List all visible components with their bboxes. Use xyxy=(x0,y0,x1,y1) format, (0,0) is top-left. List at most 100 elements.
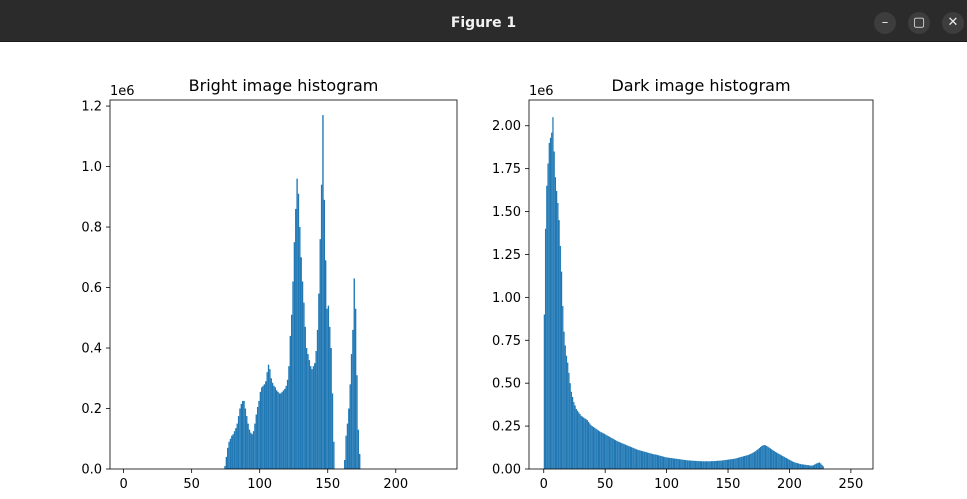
histogram-bar xyxy=(724,460,726,469)
histogram-bar xyxy=(780,455,783,469)
histogram-bar xyxy=(544,228,547,469)
histogram-bar xyxy=(728,459,730,469)
x-tick-label: 50 xyxy=(597,477,614,492)
histogram-bar xyxy=(333,441,335,469)
histogram-bar xyxy=(787,458,789,469)
histogram-bar xyxy=(723,460,725,469)
histogram-bar xyxy=(316,329,319,469)
histogram-bar xyxy=(785,458,787,469)
histogram-bar xyxy=(278,393,281,469)
y-tick-label: 1.0 xyxy=(81,160,102,175)
histogram-bar xyxy=(682,459,684,469)
histogram-bar xyxy=(559,245,561,469)
histogram-bar xyxy=(621,443,623,469)
histogram-bar xyxy=(809,465,811,469)
histogram-bar xyxy=(265,381,267,469)
histogram-bar xyxy=(310,366,312,469)
histogram-bar xyxy=(683,459,686,469)
histogram-bar xyxy=(308,360,311,469)
histogram-bar xyxy=(804,464,806,469)
histogram-bar xyxy=(660,455,662,469)
histogram-bar xyxy=(822,466,824,469)
histogram-bar xyxy=(295,208,297,469)
histogram-bar xyxy=(591,426,593,469)
histogram-bar xyxy=(348,408,350,469)
histogram-bar xyxy=(756,450,758,469)
x-tick-label: 0 xyxy=(119,477,127,492)
histogram-bar xyxy=(349,384,351,469)
histogram-bar xyxy=(344,459,346,469)
histogram-bar xyxy=(299,227,301,469)
histogram-bar xyxy=(642,451,644,469)
y-tick-label: 1.2 xyxy=(81,100,102,115)
histogram-bar xyxy=(702,461,704,469)
histogram-bar xyxy=(748,454,751,469)
histogram-bar xyxy=(701,461,703,469)
histogram-bar xyxy=(553,151,555,469)
histogram-bar xyxy=(721,460,724,469)
histogram-bar xyxy=(277,391,279,469)
histogram-bar xyxy=(611,438,613,469)
histogram-bar xyxy=(592,426,595,469)
histogram-bar xyxy=(697,461,699,469)
histogram-bar xyxy=(546,185,548,469)
histogram-bar xyxy=(742,456,744,469)
histogram-bar xyxy=(590,425,592,469)
histogram-bar xyxy=(589,423,591,469)
histogram-bar xyxy=(567,362,569,469)
histogram-bar xyxy=(629,446,631,469)
histogram-bar xyxy=(250,432,252,469)
histogram-bar xyxy=(799,463,801,469)
histogram-bar xyxy=(330,348,332,469)
histogram-bar xyxy=(665,457,667,469)
minimize-icon: – xyxy=(881,15,889,30)
histogram-bar xyxy=(635,449,638,469)
histogram-bar xyxy=(645,452,647,469)
histogram-bar xyxy=(802,464,805,469)
histogram-bar xyxy=(758,448,760,469)
maximize-icon: ▢ xyxy=(912,15,926,30)
histogram-bar xyxy=(654,454,656,469)
histogram-bar xyxy=(607,436,609,469)
histogram-bar xyxy=(599,431,601,469)
histogram-bar xyxy=(793,461,795,469)
histogram-bar xyxy=(549,137,552,469)
histogram-bar xyxy=(673,458,676,469)
minimize-button[interactable]: – xyxy=(874,12,896,34)
histogram-bar xyxy=(612,438,614,469)
histogram-bar xyxy=(655,454,657,469)
x-tick-label: 50 xyxy=(183,477,200,492)
histogram-bar xyxy=(357,429,360,469)
histogram-bar xyxy=(821,464,823,469)
histogram-bar xyxy=(751,453,753,469)
histogram-bar xyxy=(617,441,619,469)
close-button[interactable]: ✕ xyxy=(942,12,964,34)
histogram-bar xyxy=(325,260,327,469)
histogram-bar xyxy=(259,391,262,469)
x-tick-label: 150 xyxy=(716,477,741,492)
histogram-bar xyxy=(329,326,331,469)
histogram-bar xyxy=(735,458,737,469)
histogram-bar xyxy=(677,459,679,469)
histogram-bar xyxy=(258,400,260,469)
histogram-bar xyxy=(276,390,278,469)
x-tick-label: 100 xyxy=(247,477,272,492)
histogram-bar xyxy=(730,459,732,469)
histogram-bar xyxy=(637,449,639,469)
histogram-bar xyxy=(680,459,682,469)
histogram-bar xyxy=(644,451,646,469)
histogram-bar xyxy=(670,458,672,469)
histogram-bar xyxy=(597,430,600,469)
maximize-button[interactable]: ▢ xyxy=(908,12,930,34)
histogram-bar xyxy=(263,384,266,469)
y-offset-label: 1e6 xyxy=(529,84,554,99)
histogram-bar xyxy=(579,414,581,469)
histogram-bar xyxy=(267,364,270,469)
histogram-bar xyxy=(806,465,808,469)
window-titlebar[interactable]: Figure 1 – ▢ ✕ xyxy=(0,0,967,42)
histogram-bar xyxy=(619,442,622,469)
histogram-bar xyxy=(569,383,571,469)
histogram-bar xyxy=(725,459,727,469)
histogram-bar xyxy=(626,445,628,469)
histogram-bar xyxy=(737,457,740,469)
